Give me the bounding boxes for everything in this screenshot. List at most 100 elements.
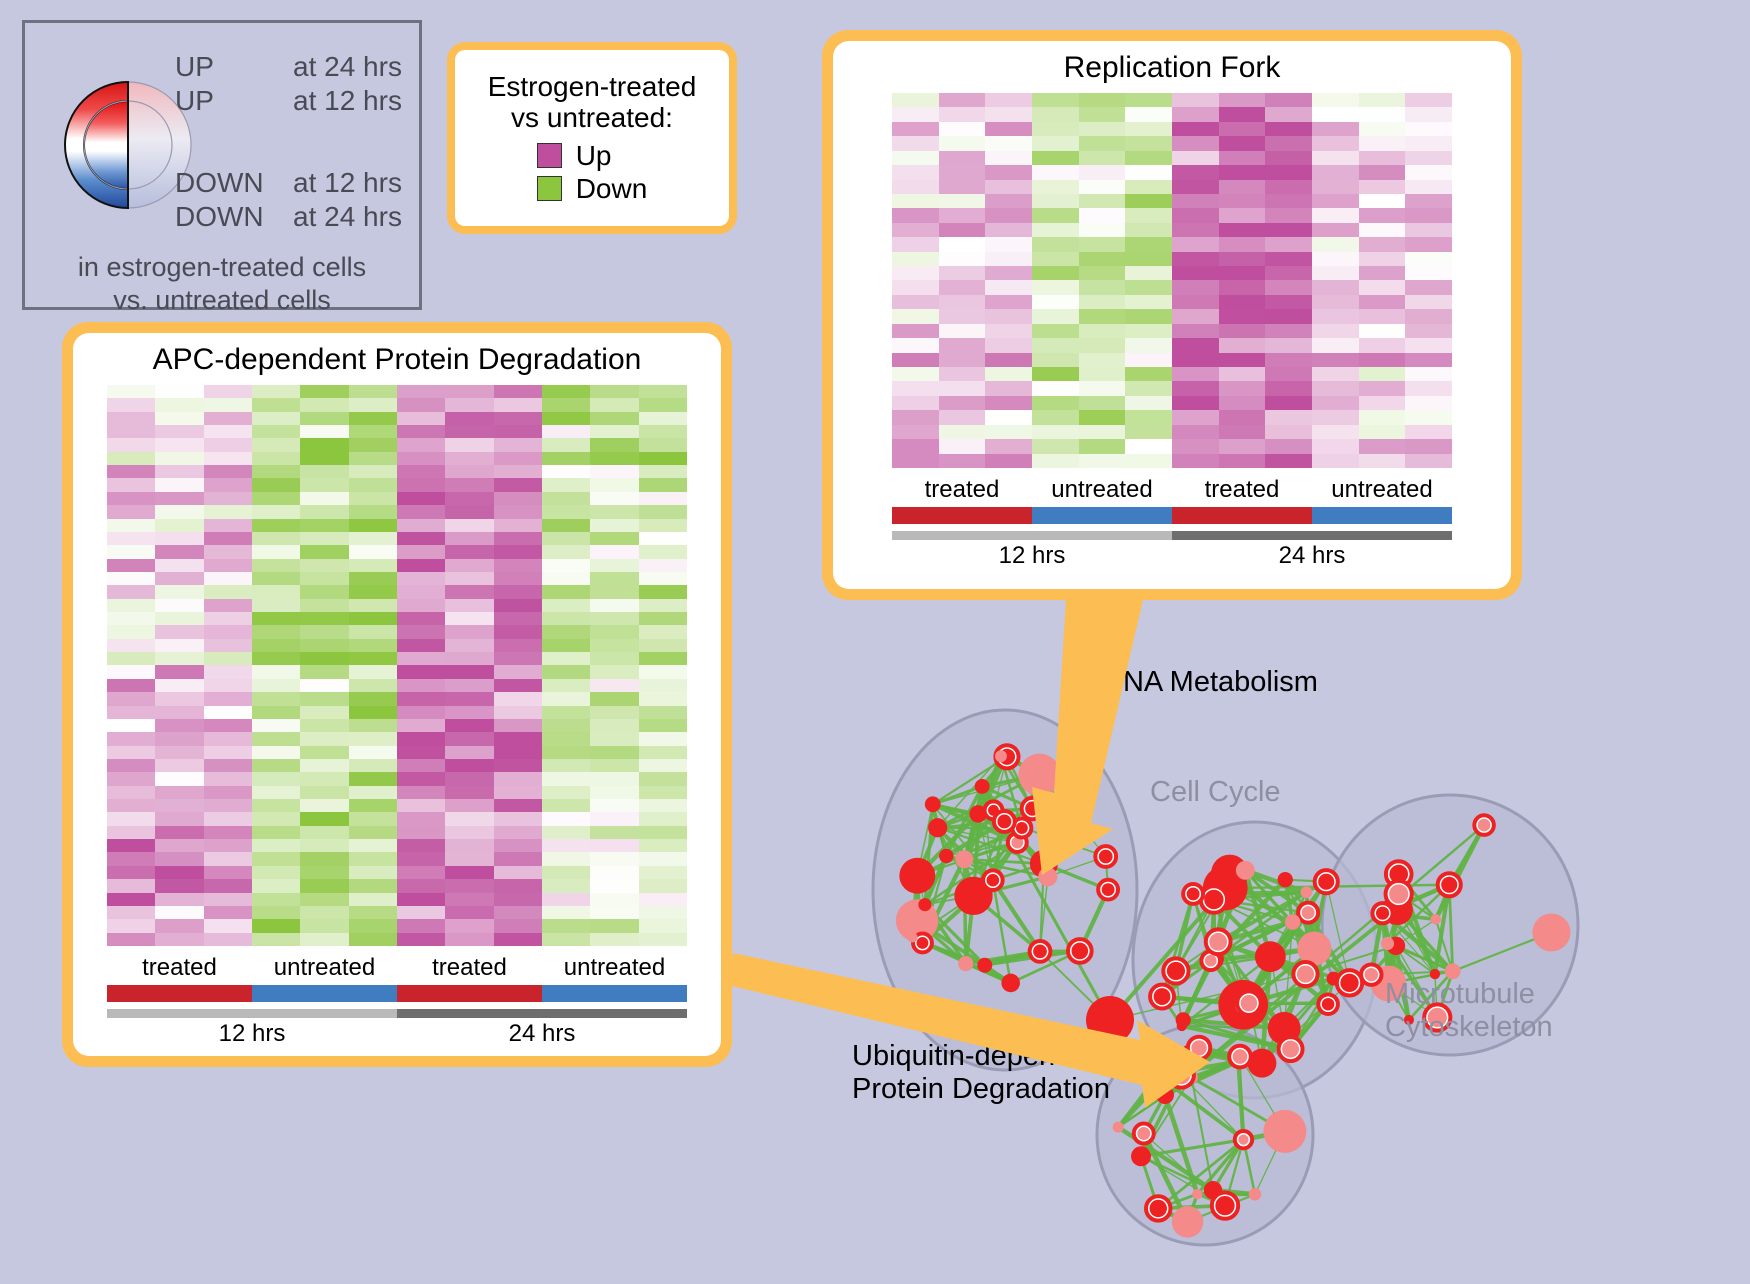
heatmap-cell xyxy=(155,438,203,451)
heatmap-cell xyxy=(155,746,203,759)
network-node xyxy=(1255,941,1286,972)
heatmap-cell xyxy=(204,478,252,491)
heatmap-cell xyxy=(985,194,1032,208)
heatmap-cell xyxy=(445,839,493,852)
heatmap-cell xyxy=(1125,237,1172,251)
network-node xyxy=(995,750,1007,762)
heatmap-cell xyxy=(1172,410,1219,424)
heatmap-cell xyxy=(1079,165,1126,179)
network-node xyxy=(1278,872,1293,887)
heatmap-cell xyxy=(107,425,155,438)
heatmap-cell xyxy=(639,906,687,919)
heatmap-cell xyxy=(252,933,300,946)
heatmap-cell xyxy=(1032,425,1079,439)
heatmap-cell xyxy=(985,252,1032,266)
heatmap-cell xyxy=(1312,122,1359,136)
heatmap-cell xyxy=(892,252,939,266)
heatmap-cell xyxy=(252,826,300,839)
cluster-label-line1: Ubiquitin-dependent xyxy=(852,1040,1112,1073)
heatmap-cell xyxy=(397,665,445,678)
heatmap-cell xyxy=(1405,280,1452,294)
heatmap-cell xyxy=(252,906,300,919)
heatmap-cell xyxy=(300,505,348,518)
heatmap-cell xyxy=(107,719,155,732)
heatmap-cell xyxy=(1219,93,1266,107)
network-node xyxy=(1249,1188,1262,1201)
heatmap-cell xyxy=(1312,439,1359,453)
cluster-label-cell-cycle: Cell Cycle xyxy=(1150,776,1281,809)
heatmap-cell xyxy=(445,572,493,585)
heatmap-cell xyxy=(985,324,1032,338)
heatmap-cell xyxy=(639,786,687,799)
network-node xyxy=(1192,1189,1202,1199)
heatmap-cell xyxy=(939,122,986,136)
heatmap-cell xyxy=(107,412,155,425)
heatmap-cell xyxy=(590,665,638,678)
heatmap-cell xyxy=(639,919,687,932)
bar-24hrs xyxy=(1172,531,1452,540)
heatmap-cell xyxy=(1359,194,1406,208)
heatmap-cell xyxy=(1219,425,1266,439)
ring-time: at 24 hrs xyxy=(293,53,402,81)
heatmap-cell xyxy=(590,599,638,612)
heatmap-cell xyxy=(349,612,397,625)
heatmap-cell xyxy=(300,385,348,398)
heatmap-cell xyxy=(985,136,1032,150)
heatmap-cell xyxy=(445,665,493,678)
heatmap-cell xyxy=(1032,180,1079,194)
heatmap-cell xyxy=(252,492,300,505)
heatmap-cell xyxy=(1265,93,1312,107)
heatmap-cell xyxy=(204,612,252,625)
heatmap-cell xyxy=(300,746,348,759)
heatmap-cell xyxy=(1265,151,1312,165)
heatmap-cell xyxy=(892,381,939,395)
heatmap-cell xyxy=(542,652,590,665)
ring-direction: UP xyxy=(175,53,293,81)
heatmap-cell xyxy=(252,692,300,705)
heatmap-cell xyxy=(985,367,1032,381)
heatmap-cell xyxy=(300,438,348,451)
heatmap-cell xyxy=(445,746,493,759)
heatmap-cell xyxy=(349,772,397,785)
heatmap-cell xyxy=(1312,338,1359,352)
heatmap-cell xyxy=(639,519,687,532)
heatmap-cell xyxy=(397,478,445,491)
network-node xyxy=(1478,819,1491,832)
heatmap-cell xyxy=(1172,324,1219,338)
heatmap-cell xyxy=(1219,266,1266,280)
heatmap-cell xyxy=(1172,367,1219,381)
heatmap-cell xyxy=(155,692,203,705)
network-node xyxy=(1176,1012,1191,1027)
heatmap-cell xyxy=(445,519,493,532)
heatmap-cell xyxy=(107,759,155,772)
network-node xyxy=(1033,945,1047,959)
heatmap-cell xyxy=(252,799,300,812)
heatmap-cell xyxy=(494,425,542,438)
heatmap-cell xyxy=(252,919,300,932)
heatmap-cell xyxy=(252,732,300,745)
heatmap-cell xyxy=(204,452,252,465)
heatmap-cell xyxy=(1405,396,1452,410)
heatmap-cell xyxy=(300,812,348,825)
heatmap-cell xyxy=(494,532,542,545)
heatmap-cell xyxy=(445,852,493,865)
heatmap-cell xyxy=(1405,165,1452,179)
heatmap-cell xyxy=(1312,237,1359,251)
heatmap-cell xyxy=(639,465,687,478)
heatmap-cell xyxy=(397,852,445,865)
heatmap-cell xyxy=(204,852,252,865)
heatmap-cell xyxy=(1359,425,1406,439)
heatmap-cell xyxy=(155,866,203,879)
heatmap-cell xyxy=(1312,280,1359,294)
heatmap-cell xyxy=(1359,338,1406,352)
heatmap-cell xyxy=(349,385,397,398)
heatmap-cell xyxy=(1172,266,1219,280)
heatmap-cell xyxy=(155,893,203,906)
network-node xyxy=(1340,974,1358,992)
heatmap-cell xyxy=(892,367,939,381)
group-label: untreated xyxy=(1032,476,1172,504)
bar-treated xyxy=(1172,507,1312,524)
heatmap-cell xyxy=(639,692,687,705)
heatmap-cell xyxy=(204,625,252,638)
heatmap-cell xyxy=(1405,367,1452,381)
